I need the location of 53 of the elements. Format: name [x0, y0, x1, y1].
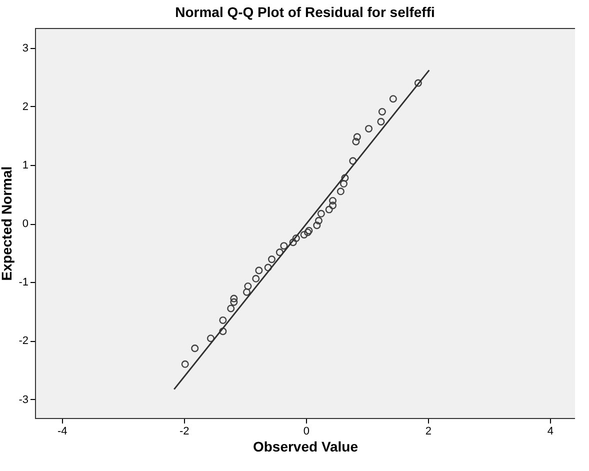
point [242, 288, 250, 296]
point [349, 157, 357, 165]
chart-title: Normal Q-Q Plot of Residual for selfeffi [175, 4, 435, 20]
point [219, 328, 227, 336]
point [341, 174, 349, 182]
point [305, 226, 313, 234]
x-tick-label: -2 [179, 426, 190, 438]
point [244, 282, 252, 290]
y-tick-label: 2 [22, 100, 28, 113]
point [227, 304, 235, 312]
y-tick-label: 1 [22, 160, 28, 172]
y-tick-label: -3 [18, 394, 28, 406]
point [268, 256, 276, 264]
y-tick-label: -1 [18, 276, 28, 289]
point [313, 222, 321, 230]
y-axis-title: Expected Normal [0, 166, 15, 281]
point [377, 118, 385, 126]
point [365, 124, 373, 132]
x-axis-title: Observed Value [252, 438, 358, 454]
point [252, 274, 260, 282]
point [255, 266, 263, 274]
point [352, 138, 360, 146]
point [414, 79, 422, 87]
point [289, 238, 297, 246]
point [340, 180, 348, 188]
point [230, 298, 238, 306]
point [276, 248, 284, 256]
point [300, 230, 308, 238]
point [314, 216, 322, 224]
point [292, 234, 300, 242]
point [304, 228, 312, 236]
point [325, 206, 333, 214]
x-tick-label: -4 [57, 426, 68, 438]
point [336, 188, 344, 196]
point [230, 294, 238, 302]
y-tick-label: 0 [22, 218, 28, 230]
point [329, 196, 337, 205]
point [353, 133, 361, 141]
point [206, 334, 214, 342]
x-tick-label: 4 [547, 426, 554, 438]
point [191, 344, 199, 352]
x-tick-label: 2 [425, 426, 432, 438]
point [181, 360, 189, 368]
y-tick-label: 3 [22, 42, 28, 54]
point [389, 95, 397, 103]
point [378, 108, 386, 116]
point [264, 264, 272, 272]
y-tick-label: -2 [18, 335, 28, 348]
point [317, 210, 325, 218]
point [329, 202, 337, 210]
x-tick-label: 0 [303, 426, 310, 438]
point [219, 316, 227, 324]
point [280, 242, 288, 250]
